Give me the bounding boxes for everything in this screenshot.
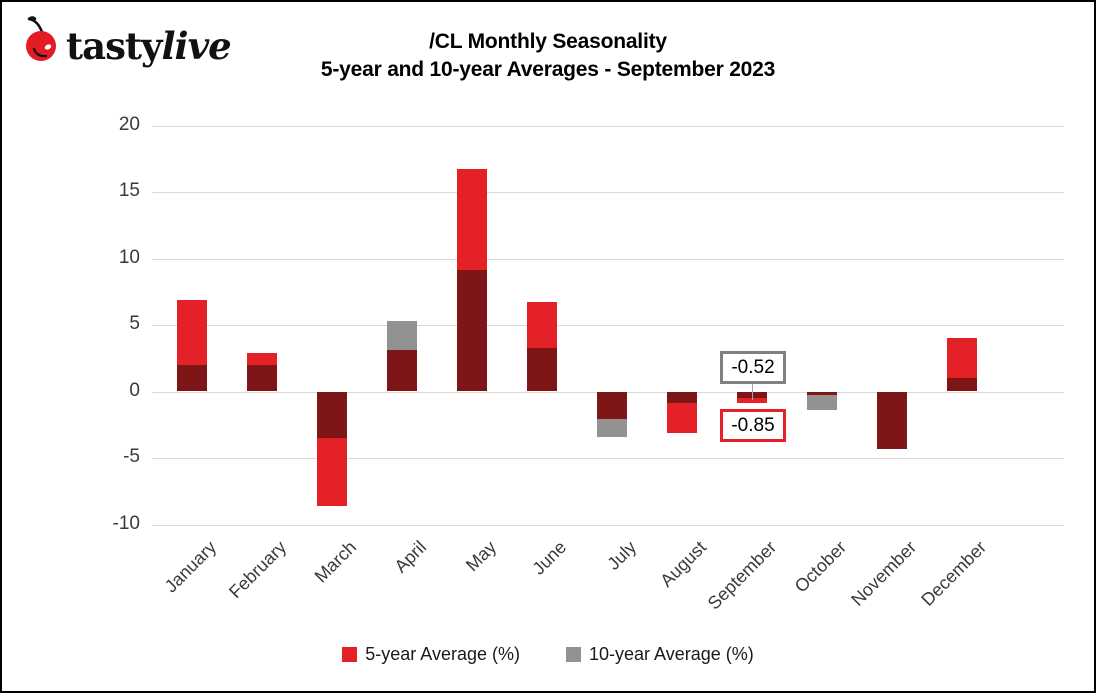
legend-swatch-10yr (565, 647, 581, 662)
legend-item-5yr: 5-year Average (%) (342, 644, 520, 665)
y-axis-tick-label: 10 (118, 246, 140, 268)
logo-word-tasty: tasty (66, 23, 162, 68)
callout-10yr-value: -0.52 (720, 351, 786, 384)
legend-swatch-5yr (342, 647, 358, 662)
gridline--10 (152, 524, 1064, 526)
bar-may-overlap (456, 270, 487, 392)
chart-title-line1: /CL Monthly Seasonality (429, 30, 667, 53)
legend-item-10yr: 10-year Average (%) (565, 644, 754, 665)
bar-july-10yr (596, 419, 627, 437)
gridline-5 (152, 325, 1064, 326)
legend-label-5yr: 5-year Average (%) (365, 644, 520, 664)
bar-august-5yr (666, 403, 697, 433)
bar-april-10yr (386, 321, 417, 351)
callout-leader-line (752, 384, 753, 400)
gridline-15 (152, 192, 1064, 193)
chart-title-line2: 5-year and 10-year Averages - September … (320, 58, 776, 81)
bar-march-5yr (316, 438, 347, 506)
bar-january-5yr (176, 299, 207, 365)
tastylive-logo: tastylive (22, 16, 232, 66)
gridline-10 (152, 258, 1064, 260)
bar-november-overlap (876, 391, 907, 449)
bar-february-overlap (246, 364, 277, 392)
logo-wordmark: tastylive (66, 27, 232, 65)
callout-5yr-value: -0.85 (720, 409, 786, 442)
bar-october-overlap (806, 391, 837, 396)
chart-title: /CL Monthly Seasonality 5-year and 10-ye… (2, 28, 1094, 84)
bar-june-overlap (526, 347, 557, 392)
bar-october-10yr (806, 395, 837, 411)
gridline-20 (152, 125, 1064, 127)
y-axis-tick-label: 5 (129, 313, 140, 334)
bar-september-5yr (736, 398, 767, 403)
y-axis-tick-label: -5 (123, 446, 140, 467)
bar-june-5yr (526, 302, 557, 348)
bar-december-5yr (946, 338, 977, 379)
bar-september-overlap (736, 391, 767, 399)
bar-may-5yr (456, 169, 487, 271)
y-axis-tick-label: -10 (112, 512, 140, 534)
y-axis-tick-label: 15 (118, 180, 140, 201)
bar-july-overlap (596, 391, 627, 420)
bar-january-overlap (176, 364, 207, 392)
bar-february-5yr (246, 352, 277, 365)
y-axis-tick-label: 20 (118, 113, 140, 135)
cherry-icon (26, 16, 56, 61)
gridline--5 (152, 458, 1064, 459)
legend: 5-year Average (%) 10-year Average (%) (2, 644, 1094, 665)
legend-label-10yr: 10-year Average (%) (588, 644, 754, 664)
y-axis-tick-label: 0 (129, 379, 140, 401)
logo-word-live: live (161, 23, 232, 68)
bar-august-overlap (666, 391, 697, 404)
bar-march-overlap (316, 391, 347, 439)
bar-april-overlap (386, 350, 417, 392)
bar-december-overlap (946, 378, 977, 392)
